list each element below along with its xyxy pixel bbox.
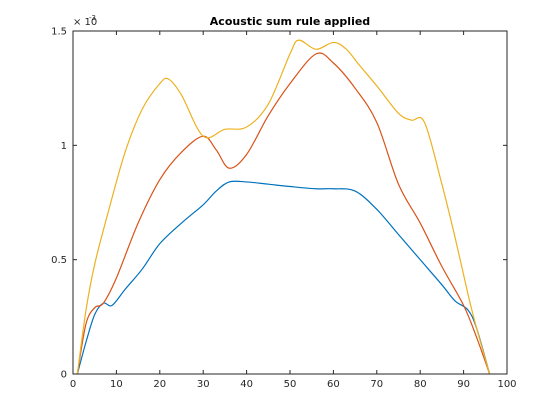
y-tick-label: 0 — [61, 370, 67, 381]
x-tick-label: 10 — [110, 379, 123, 390]
y-exponent-power: -3 — [89, 14, 96, 22]
series-layer — [76, 39, 491, 375]
plot-area-border — [72, 30, 508, 375]
x-tick-label: 100 — [497, 379, 516, 390]
y-tick-label: 1.5 — [51, 27, 67, 38]
series-line-2 — [76, 52, 491, 375]
y-exponent-base: × 10 — [73, 17, 97, 28]
x-tick-label: 60 — [327, 379, 340, 390]
x-tick-label: 70 — [370, 379, 383, 390]
y-axis-exponent: × 10 -3 — [73, 14, 97, 28]
y-tick-label: 0.5 — [51, 255, 67, 266]
x-tick-label: 50 — [284, 379, 297, 390]
series-line-1 — [76, 180, 491, 375]
series-line-3 — [76, 39, 491, 375]
chart-title: Acoustic sum rule applied — [210, 15, 370, 28]
x-tick-label: 80 — [414, 379, 427, 390]
x-tick-label: 30 — [197, 379, 210, 390]
x-tick-label: 40 — [240, 379, 253, 390]
x-tick-label: 0 — [70, 379, 76, 390]
axis-ticks: 0 10 20 30 40 50 60 70 80 90 100 0 0.5 1 1.5 — [51, 27, 516, 391]
x-tick-label: 20 — [153, 379, 166, 390]
y-tick-label: 1 — [61, 141, 67, 152]
x-tick-label: 90 — [457, 379, 470, 390]
